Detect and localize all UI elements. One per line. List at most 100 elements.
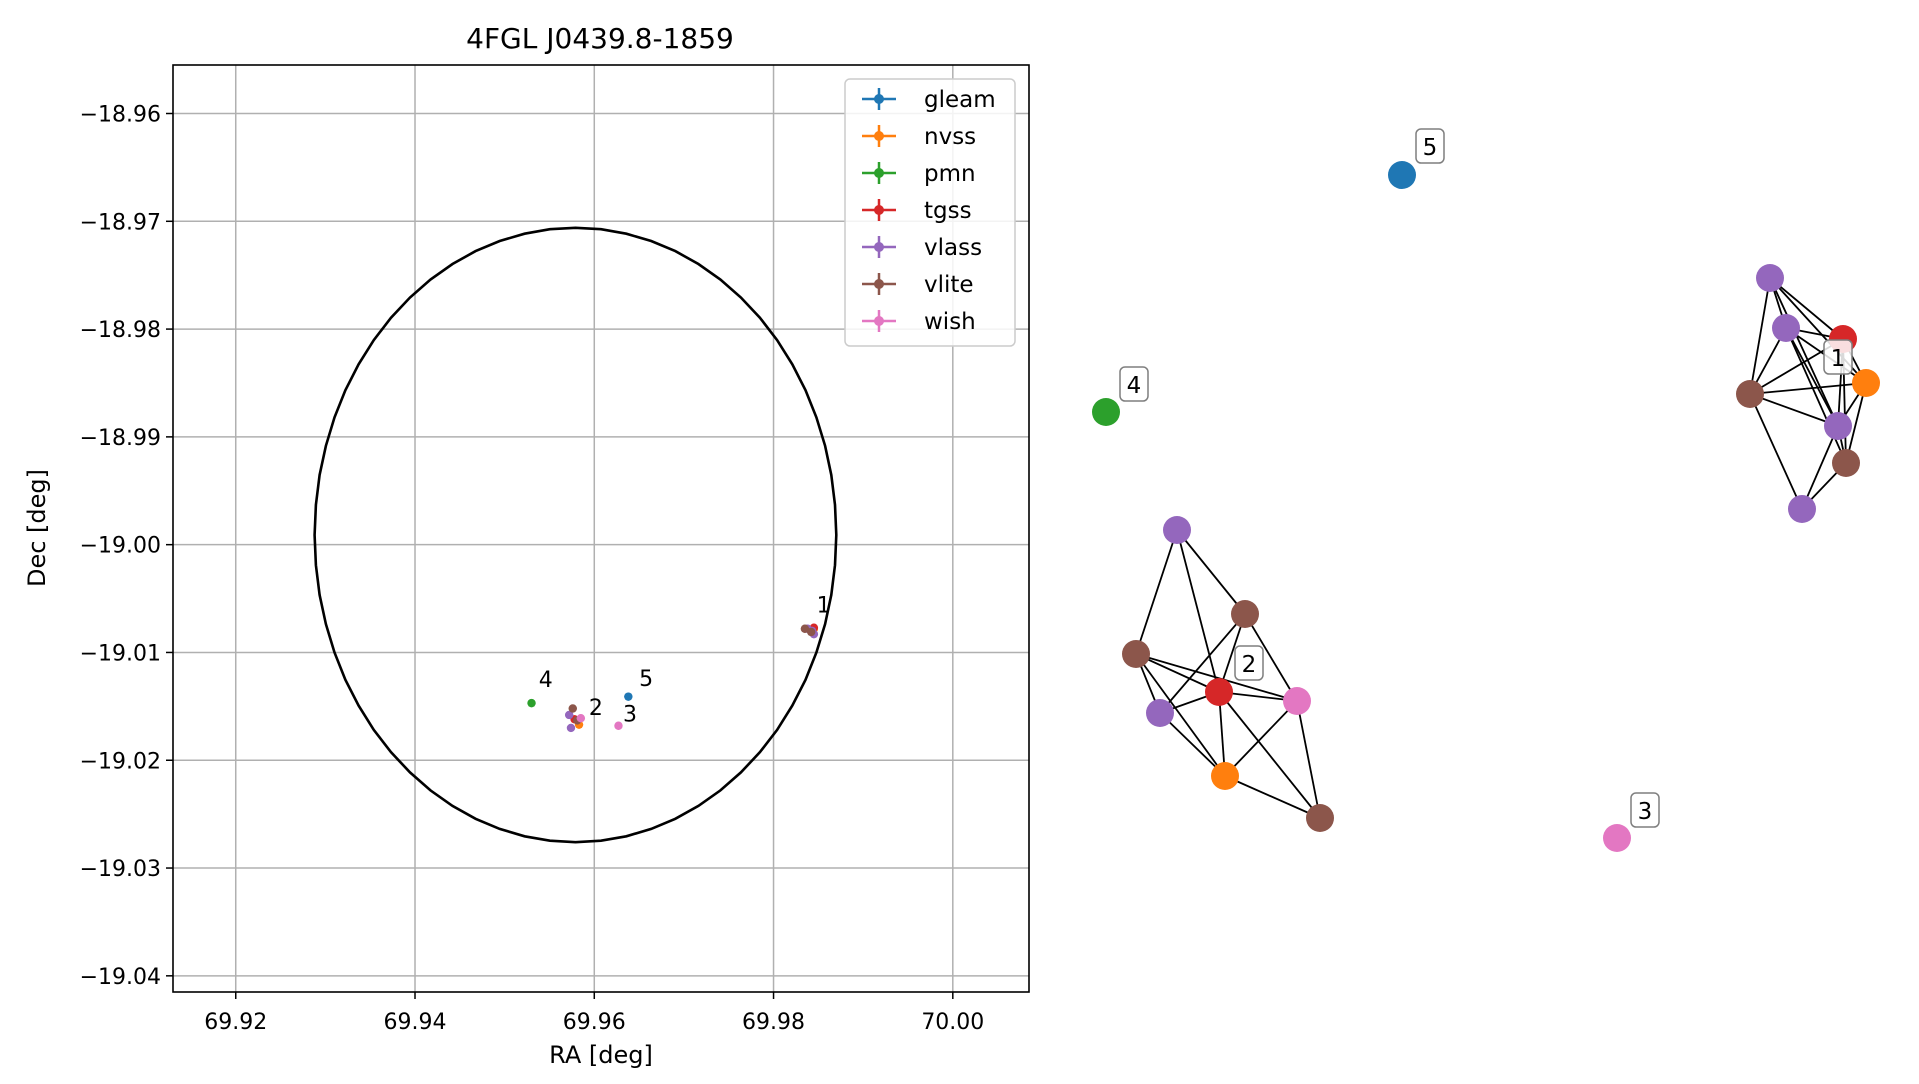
- data-points: [527, 623, 819, 733]
- legend-item-tgss: tgss: [862, 198, 972, 224]
- graph-edge: [1769, 277, 1839, 427]
- source-label-4: 4: [539, 668, 553, 693]
- y-tick-label: −18.97: [80, 210, 161, 235]
- graph-node: [1388, 161, 1416, 189]
- svg-text:5: 5: [1423, 135, 1438, 161]
- graph-edge: [1135, 529, 1178, 655]
- graph-node-labels: 5 4 3 1 2: [1119, 128, 1853, 828]
- graph-edge: [1218, 691, 1321, 819]
- point-vlite: [568, 704, 577, 713]
- point-wish: [576, 714, 586, 723]
- point-vlite: [806, 627, 816, 637]
- graph-edge: [1224, 700, 1298, 777]
- legend-item-gleam: gleam: [862, 87, 996, 113]
- x-axis-label: RA [deg]: [549, 1041, 653, 1069]
- graph-edge: [1135, 653, 1298, 702]
- legend-label-wish: wish: [924, 309, 976, 335]
- svg-text:3: 3: [1638, 799, 1653, 825]
- legend: gleam nvss pmn tgss vlass vlite wish: [844, 78, 1016, 347]
- x-tick-label: 69.92: [204, 1010, 267, 1035]
- legend-label-pmn: pmn: [924, 161, 976, 187]
- graph-edge: [1135, 653, 1220, 693]
- graph-node: [1824, 412, 1852, 440]
- x-tick-label: 69.98: [742, 1010, 805, 1035]
- graph-node: [1756, 264, 1784, 292]
- x-tick-label: 69.96: [563, 1010, 626, 1035]
- legend-label-nvss: nvss: [924, 124, 976, 150]
- grid: [173, 65, 1029, 992]
- graph-edge: [1244, 613, 1298, 702]
- y-tick-label: −18.98: [80, 318, 161, 343]
- x-axis-ticks: 69.92 69.94 69.96 69.98 70.00: [204, 992, 984, 1035]
- point-vlass: [566, 723, 576, 733]
- graph-node-label-2: 2: [1234, 645, 1264, 681]
- legend-box: [844, 78, 1016, 347]
- graph-node: [1283, 687, 1311, 715]
- point-pmn: [527, 698, 536, 708]
- y-axis-ticks: −18.96 −18.97 −18.98 −18.99 −19.00 −19.01 −19.…: [80, 103, 173, 990]
- graph-edge: [1785, 327, 1847, 464]
- graph-edge: [1769, 277, 1844, 340]
- legend-item-nvss: nvss: [862, 124, 976, 150]
- graph-edge: [1176, 529, 1246, 615]
- svg-text:1: 1: [1831, 346, 1846, 372]
- legend-label-vlite: vlite: [924, 272, 974, 298]
- graph-node-label-1: 1: [1823, 339, 1853, 375]
- graph-edge: [1159, 613, 1246, 714]
- legend-item-vlass: vlass: [862, 235, 982, 261]
- graph-node: [1306, 804, 1334, 832]
- plot-frame: [172, 64, 1030, 993]
- legend-label-tgss: tgss: [924, 198, 972, 224]
- graph-node: [1122, 640, 1150, 668]
- localization-circle: [313, 226, 838, 844]
- point-wish: [614, 721, 623, 730]
- localization-circle-layer: [313, 226, 838, 844]
- graph-node: [1852, 369, 1880, 397]
- y-tick-label: −18.99: [80, 426, 161, 451]
- legend-item-wish: wish: [862, 309, 976, 335]
- graph-edge: [1749, 393, 1803, 510]
- graph-edge: [1749, 393, 1839, 427]
- graph-nodes: [1092, 161, 1880, 852]
- source-label-5: 5: [639, 667, 653, 692]
- legend-items: gleam nvss pmn tgss vlass vlite wish: [862, 87, 996, 335]
- graph-edge: [1785, 327, 1839, 427]
- graph-node: [1231, 600, 1259, 628]
- x-tick-label: 69.94: [384, 1010, 447, 1035]
- source-label-3: 3: [623, 702, 637, 727]
- svg-text:4: 4: [1127, 373, 1142, 399]
- y-tick-label: −19.03: [80, 857, 161, 882]
- graph-node: [1092, 398, 1120, 426]
- y-axis-label: Dec [deg]: [23, 469, 51, 587]
- graph-edge: [1801, 425, 1839, 510]
- graph-node: [1603, 824, 1631, 852]
- graph-node: [1832, 449, 1860, 477]
- point-vlite: [800, 624, 810, 633]
- source-label-1: 1: [817, 594, 831, 619]
- graph-node-label-5: 5: [1415, 128, 1445, 164]
- legend-label-vlass: vlass: [924, 235, 982, 261]
- point-gleam: [624, 692, 633, 701]
- source-labels: 12 34 5: [539, 594, 831, 728]
- graph-edge: [1159, 712, 1226, 777]
- x-tick-label: 70.00: [921, 1010, 984, 1035]
- y-tick-label: −19.04: [80, 965, 161, 990]
- legend-item-vlite: vlite: [862, 272, 974, 298]
- graph-edge: [1176, 529, 1220, 693]
- graph-node: [1772, 314, 1800, 342]
- network-graph: 5 4 3 1 2: [1092, 128, 1880, 852]
- graph-edge: [1749, 277, 1771, 395]
- point-vlass: [564, 710, 574, 720]
- graph-edge: [1135, 653, 1226, 777]
- graph-edge: [1749, 382, 1867, 395]
- legend-label-gleam: gleam: [924, 87, 996, 113]
- graph-node: [1163, 516, 1191, 544]
- graph-node: [1736, 380, 1764, 408]
- graph-node: [1205, 678, 1233, 706]
- graph-edges: [1135, 277, 1867, 819]
- y-tick-label: −19.02: [80, 749, 161, 774]
- source-label-2: 2: [589, 696, 603, 721]
- legend-item-pmn: pmn: [862, 161, 976, 187]
